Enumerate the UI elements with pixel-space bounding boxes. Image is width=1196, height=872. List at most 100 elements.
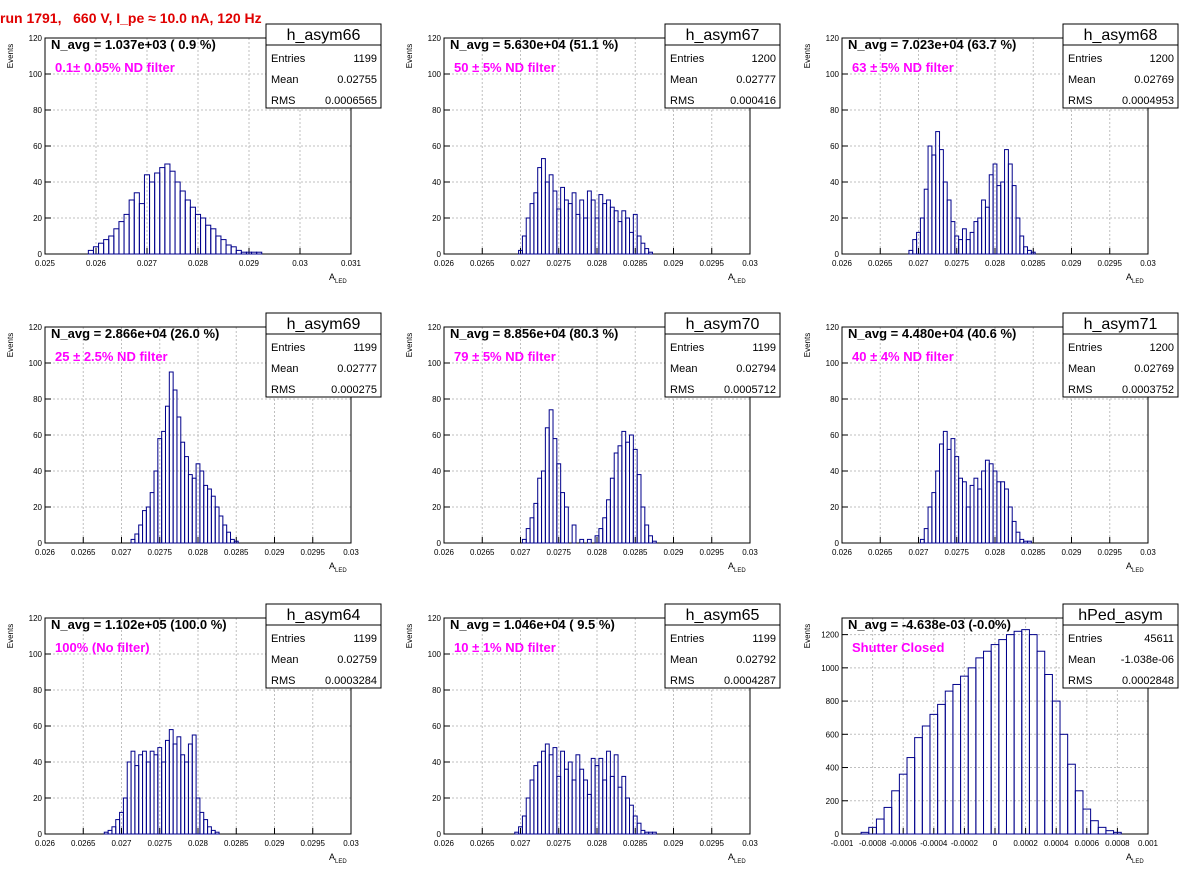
histogram-bin bbox=[598, 528, 604, 544]
filter-label: 100% (No filter) bbox=[55, 640, 150, 655]
x-axis-label: ALED bbox=[1126, 272, 1144, 285]
y-tick-label: 120 bbox=[428, 323, 442, 332]
y-tick-label: 60 bbox=[33, 431, 42, 440]
histogram-bin bbox=[602, 779, 608, 835]
x-tick-label: 0.026 bbox=[35, 548, 56, 557]
x-tick-label: 0.027 bbox=[908, 548, 929, 557]
stats-key: Mean bbox=[271, 363, 299, 375]
histogram-bin bbox=[906, 757, 916, 835]
histogram-bin bbox=[560, 492, 565, 544]
y-tick-label: 60 bbox=[432, 431, 441, 440]
histogram-panel-h_asym68: 0.026 0.0265 0.027 0.0275 0.028 0.0285 0.029 0.… bbox=[803, 23, 1179, 285]
histogram-bin bbox=[640, 829, 646, 835]
x-tick-label: 0.0265 bbox=[868, 259, 893, 268]
histogram-bin bbox=[973, 477, 979, 544]
histogram-bin bbox=[138, 754, 144, 835]
stats-value: 1199 bbox=[353, 53, 377, 65]
stats-box bbox=[664, 603, 781, 689]
histogram-bin bbox=[1011, 520, 1017, 544]
histogram-panel-h_asym70: 0.026 0.0265 0.027 0.0275 0.028 0.0285 0.029 0.… bbox=[405, 312, 781, 574]
y-tick-label: 1200 bbox=[821, 631, 839, 640]
x-tick-label: 0.027 bbox=[510, 259, 531, 268]
histogram-bin bbox=[1059, 733, 1069, 835]
histogram-bin bbox=[541, 750, 546, 835]
histogram-bin bbox=[1000, 481, 1006, 544]
stats-title: hPed_asym bbox=[1078, 607, 1163, 624]
x-axis-label-subscript: LED bbox=[734, 859, 746, 865]
stats-key: Entries bbox=[1068, 633, 1103, 645]
histogram-bin bbox=[108, 235, 115, 255]
x-tick-label: 0.0285 bbox=[623, 548, 648, 557]
histogram-bin bbox=[590, 199, 596, 255]
histogram-bin bbox=[912, 239, 918, 255]
histogram-bin bbox=[629, 231, 634, 255]
y-tick-label: 60 bbox=[830, 142, 839, 151]
y-tick-label: 20 bbox=[432, 794, 441, 803]
x-tick-label: 0 bbox=[993, 839, 998, 848]
stats-value: 45611 bbox=[1144, 633, 1174, 645]
navg-label: N_avg = 1.046e+04 ( 9.5 %) bbox=[450, 617, 615, 632]
histogram-bin bbox=[965, 506, 971, 544]
stats-box bbox=[265, 603, 382, 689]
stats-value: 1199 bbox=[353, 342, 377, 354]
x-tick-label: 0.03 bbox=[343, 548, 359, 557]
stats-value: 1200 bbox=[1150, 342, 1174, 354]
histogram-bin bbox=[636, 474, 642, 544]
stats-key: Entries bbox=[670, 633, 705, 645]
histogram-bin bbox=[629, 434, 634, 544]
x-tick-label: 0.001 bbox=[1138, 839, 1159, 848]
x-axis-label-subscript: LED bbox=[1132, 279, 1144, 285]
stats-box bbox=[664, 23, 781, 109]
histogram-bin bbox=[118, 221, 125, 255]
y-axis-label: Events bbox=[405, 624, 414, 648]
histogram-bin bbox=[199, 811, 205, 835]
x-tick-label: 0.027 bbox=[510, 548, 531, 557]
histogram-bin bbox=[1027, 540, 1032, 544]
histogram-bin bbox=[571, 524, 577, 544]
histogram-bin bbox=[1074, 790, 1084, 835]
stats-key: RMS bbox=[670, 675, 694, 687]
stats-title: h_asym67 bbox=[686, 27, 760, 44]
histogram-bin bbox=[544, 427, 550, 544]
histogram-bin bbox=[939, 149, 944, 255]
histogram-bin bbox=[514, 831, 520, 835]
histogram-bin bbox=[621, 775, 627, 835]
histogram-bin bbox=[996, 185, 1002, 255]
y-tick-label: 0 bbox=[835, 539, 840, 548]
histogram-bin bbox=[919, 217, 925, 255]
y-axis-label: Events bbox=[405, 333, 414, 357]
stats-value: 0.0004953 bbox=[1122, 95, 1174, 107]
histogram-bin bbox=[617, 786, 623, 835]
histogram-bin bbox=[154, 172, 161, 255]
y-tick-label: 80 bbox=[432, 395, 441, 404]
histogram-bin bbox=[636, 235, 642, 255]
stats-value: 0.000275 bbox=[331, 384, 377, 396]
histogram-bin bbox=[233, 540, 239, 544]
histogram-bin bbox=[860, 831, 870, 835]
x-tick-label: 0.0275 bbox=[547, 259, 572, 268]
x-tick-label: 0.0285 bbox=[224, 548, 249, 557]
histogram-bin bbox=[571, 779, 577, 835]
x-tick-label: 0.028 bbox=[587, 548, 608, 557]
stats-key: Entries bbox=[1068, 342, 1103, 354]
y-tick-label: 0 bbox=[835, 250, 840, 259]
x-tick-label: 0.025 bbox=[35, 259, 56, 268]
histogram-panel-h_asym66: 0.025 0.026 0.027 0.028 0.029 0.03 0.031 0 20 40 6… bbox=[6, 23, 382, 285]
histogram-bin bbox=[981, 199, 986, 255]
x-tick-label: 0.0275 bbox=[547, 839, 572, 848]
histogram-bin bbox=[984, 206, 990, 255]
histogram-bin bbox=[579, 768, 585, 835]
filter-label: 25 ± 2.5% ND filter bbox=[55, 349, 168, 364]
histogram-bin bbox=[969, 484, 975, 544]
y-tick-label: 100 bbox=[826, 70, 840, 79]
histogram-bin bbox=[142, 750, 147, 835]
histogram-bin bbox=[579, 538, 585, 544]
histogram-bin bbox=[184, 456, 189, 544]
histogram-bin bbox=[609, 206, 615, 255]
histogram-bin bbox=[583, 217, 588, 255]
histogram-bin bbox=[961, 481, 967, 544]
x-tick-label: 0.0295 bbox=[301, 839, 326, 848]
stats-box bbox=[1062, 312, 1179, 398]
histogram-bin bbox=[149, 750, 155, 835]
histogram-bins bbox=[130, 371, 239, 544]
